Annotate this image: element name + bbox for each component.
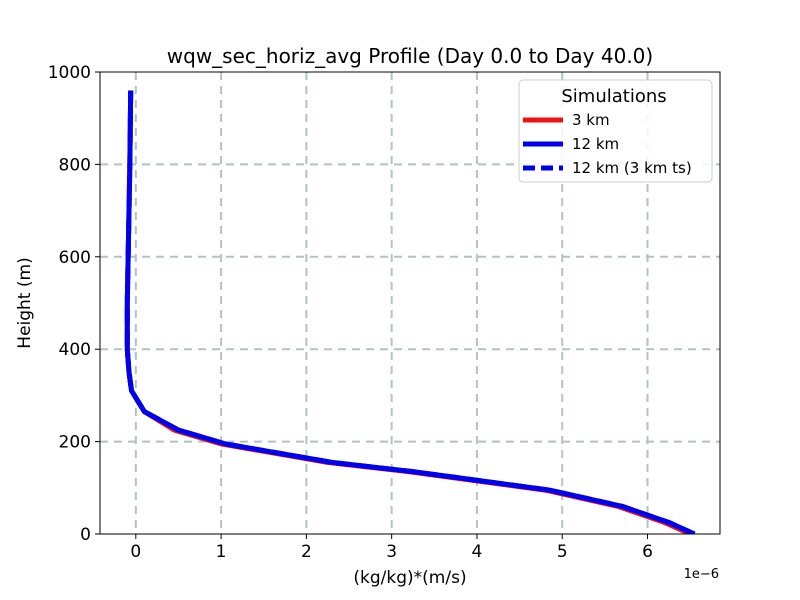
x-axis-offset-label: 1e−6 [684,567,719,582]
legend-box [518,79,713,183]
legend-label-12km: 12 km [572,135,619,153]
legend-label-3km: 3 km [572,111,610,129]
chart-title: wqw_sec_horiz_avg Profile (Day 0.0 to Da… [167,44,653,68]
y-axis-label: Height (m) [15,257,35,348]
plot-frame [99,71,721,535]
legend-title: Simulations [561,86,666,107]
ticks: 0 1 2 3 4 5 6 0 200 400 600 800 1000 [48,63,653,562]
x-tick-label: 1 [216,542,227,562]
series-line-12-km-3-km-ts [124,90,696,534]
x-tick-label: 3 [386,542,397,562]
y-tick-label: 600 [59,248,91,268]
y-tick-label: 0 [80,525,91,545]
x-tick-label: 4 [472,542,483,562]
legend-label-12km-3km-ts: 12 km (3 km ts) [572,159,692,177]
x-tick-label: 5 [557,542,568,562]
grid [100,72,720,534]
x-axis-label: (kg/kg)*(m/s) [353,568,466,588]
series-layer [124,90,696,534]
y-tick-label: 800 [59,155,91,175]
x-tick-label: 2 [301,542,312,562]
legend: Simulations 3 km 12 km 12 km (3 km ts) [518,79,713,183]
x-tick-label: 6 [642,542,653,562]
y-tick-label: 1000 [48,63,91,83]
y-tick-label: 400 [59,340,91,360]
y-tick-label: 200 [59,433,91,453]
x-tick-label: 0 [130,542,141,562]
